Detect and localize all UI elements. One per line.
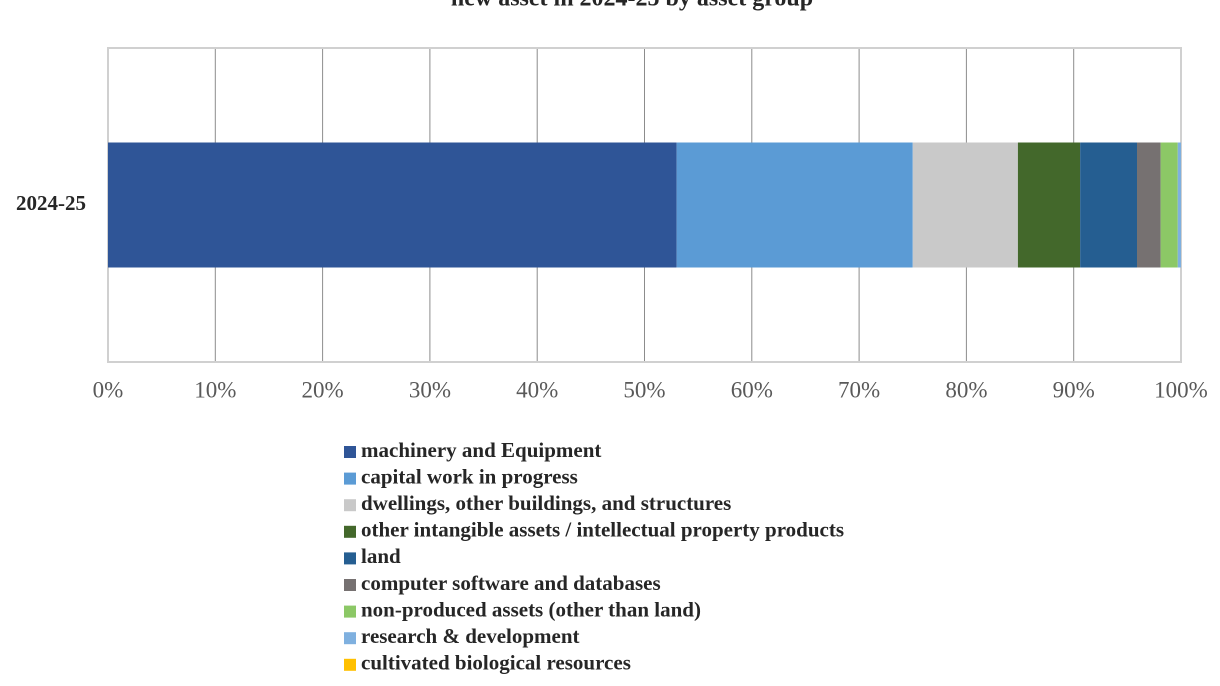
legend-swatch: [344, 525, 356, 538]
bar-segment: [1017, 142, 1081, 268]
bar-segment: [1080, 142, 1138, 268]
legend-label: computer software and databases: [361, 571, 661, 595]
legend-swatch: [344, 579, 356, 591]
legend-swatch: [344, 658, 356, 671]
x-tick-label: 90%: [1053, 377, 1095, 402]
x-tick-label: 40%: [516, 377, 558, 402]
legend-swatch: [344, 605, 356, 618]
y-tick-label: 2024-25: [16, 191, 86, 215]
legend-label: dwellings, other buildings, and structur…: [361, 491, 731, 515]
x-tick-label: 50%: [623, 377, 665, 402]
x-tick-label: 60%: [731, 377, 773, 402]
bar-segment: [108, 142, 677, 268]
legend-label: non-produced assets (other than land): [361, 597, 701, 621]
legend-swatch: [344, 632, 356, 645]
bar-segment: [1137, 142, 1161, 268]
legend-label: cultivated biological resources: [361, 651, 631, 675]
x-tick-label: 20%: [302, 377, 344, 402]
legend-label: capital work in progress: [361, 464, 578, 488]
x-tick-label: 80%: [945, 377, 987, 402]
x-tick-label: 30%: [409, 377, 451, 402]
bar-segment: [912, 142, 1018, 268]
bar-segment: [676, 142, 913, 268]
x-tick-label: 10%: [194, 377, 236, 402]
x-tick-label: 100%: [1154, 377, 1208, 402]
x-tick-label: 0%: [93, 377, 124, 402]
legend-label: machinery and Equipment: [361, 438, 601, 462]
x-tick-label: 70%: [838, 377, 880, 402]
legend-swatch: [344, 552, 356, 565]
legend-swatch: [344, 499, 356, 512]
chart-title: new asset in 2024-25 by asset group: [451, 0, 813, 12]
legend-swatch: [344, 446, 356, 458]
legend-swatch: [344, 472, 356, 485]
legend-label: other intangible assets / intellectual p…: [361, 518, 844, 542]
legend-label: research & development: [361, 624, 580, 648]
legend-label: land: [361, 544, 401, 568]
bar-segment: [1160, 142, 1178, 268]
bar-segment: [1177, 142, 1181, 268]
